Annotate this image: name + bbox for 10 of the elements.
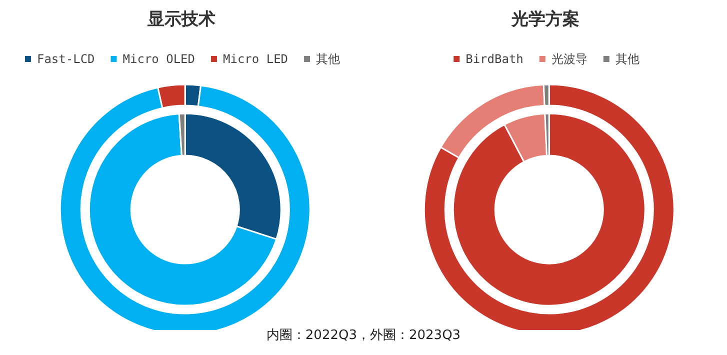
chart-title: 显示技术 [146, 10, 216, 30]
chart-title: 光学方案 [510, 8, 580, 30]
legend-label: 光波导 [551, 52, 588, 66]
legend-label: 其他 [615, 52, 640, 66]
legend-label: Micro LED [223, 52, 288, 66]
legend-label: Fast-LCD [36, 52, 95, 66]
text: 内圈：2022Q3，外圈：2023Q3 [265, 327, 462, 344]
legend-label: 其他 [316, 52, 340, 66]
legend-label: Micro OLED [122, 52, 196, 66]
legend-label: BirdBath [466, 52, 524, 66]
